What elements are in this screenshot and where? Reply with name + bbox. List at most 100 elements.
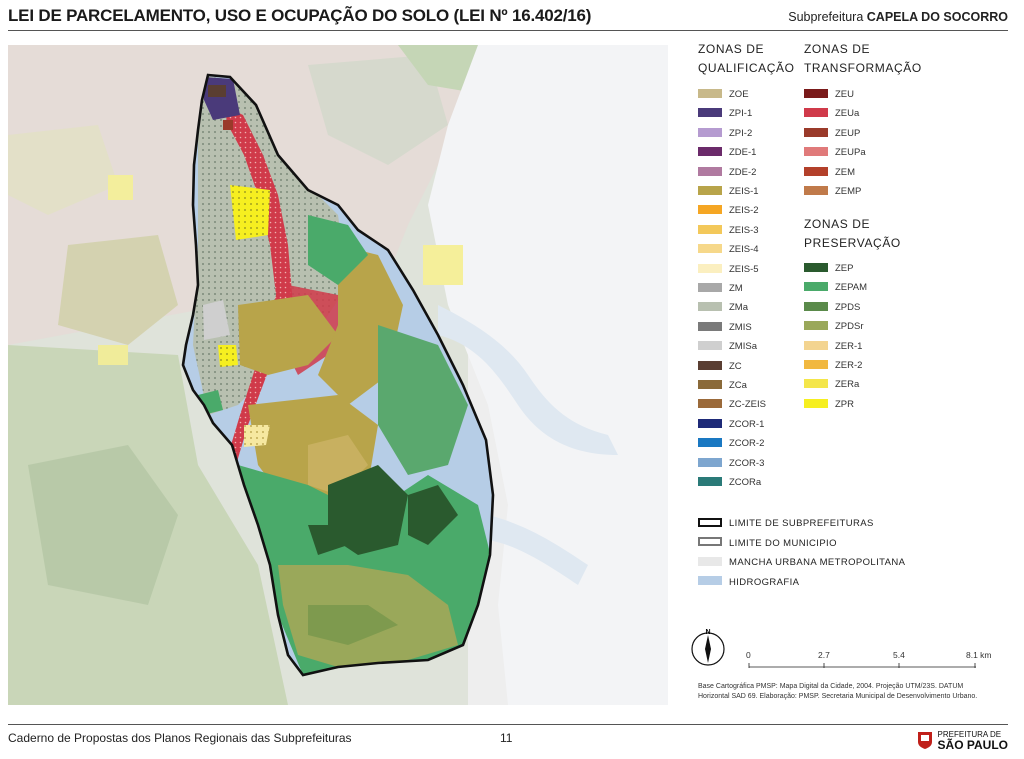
legend-label: ZEIS-5 <box>729 263 759 275</box>
legend-label: ZCOR-2 <box>729 438 765 450</box>
legend-item-zeis-4: ZEIS-4 <box>698 243 759 257</box>
legend-label: ZEU <box>835 89 854 100</box>
legend-swatch <box>804 147 828 157</box>
legend-swatch <box>698 224 722 234</box>
legend-item-zpi-2: ZPI-2 <box>698 127 752 141</box>
legend-label: ZEUP <box>835 127 861 139</box>
legend-label: ZEIS-3 <box>729 224 759 236</box>
legend-item-zde-1: ZDE-1 <box>698 146 756 160</box>
legend-item-zcor-2: ZCOR-2 <box>698 437 764 451</box>
legend-swatch <box>804 398 828 408</box>
legend-item-zem: ZEM <box>804 166 855 180</box>
heading-line: TRANSFORMAÇÃO <box>804 61 922 75</box>
scale-tick-label: 0 <box>746 650 751 660</box>
legend-swatch <box>804 282 828 292</box>
legend-swatch <box>698 244 722 254</box>
legend-item-zc: ZC <box>698 360 742 374</box>
credits-line: Base Cartográfica PMSP: Mapa Digital da … <box>698 683 964 690</box>
legend-label: ZMa <box>729 302 748 314</box>
subtitle-name: CAPELA DO SOCORRO <box>866 10 1008 24</box>
legend-item-zeis-2: ZEIS-2 <box>698 204 759 218</box>
legend-item-zeua: ZEUa <box>804 107 859 121</box>
legend-swatch <box>804 166 828 176</box>
legend-label: HIDROGRAFIA <box>729 576 800 588</box>
legend-label: ZCOR-3 <box>729 457 765 469</box>
subprefeitura-boundary <box>181 73 495 677</box>
legend-label: ZEIS-4 <box>729 244 759 256</box>
subtitle-prefix: Subprefeitura <box>788 10 864 24</box>
legend-item-zmisa: ZMISa <box>698 340 757 354</box>
legend-label: ZEUa <box>835 108 860 120</box>
zoning-map[interactable] <box>8 45 668 705</box>
credits-line: Horizontal SAD 69. Elaboração: PMSP. Sec… <box>698 693 978 700</box>
legend-heading-qualificacao: ZONAS DE QUALIFICAÇÃO <box>698 40 795 78</box>
legend-item-zpr: ZPR <box>804 398 854 412</box>
legend-swatch <box>698 537 722 547</box>
legend-swatch <box>698 88 722 98</box>
legend-label: ZERa <box>835 379 860 391</box>
heading-line: PRESERVAÇÃO <box>804 236 901 250</box>
legend-label: ZMIS <box>729 321 752 333</box>
legend-item-zde-2: ZDE-2 <box>698 166 756 180</box>
legend-item-zcora: ZCORa <box>698 476 761 490</box>
scale-tick-label: 8.1 km <box>966 650 992 660</box>
legend-swatch <box>804 379 828 389</box>
legend-label: ZEM <box>835 166 856 178</box>
legend-item-zeis-5: ZEIS-5 <box>698 263 759 277</box>
legend-item-zpi-1: ZPI-1 <box>698 107 752 121</box>
legend-item-zeis-3: ZEIS-3 <box>698 224 759 238</box>
legend-swatch <box>698 341 722 351</box>
map-credits: Base Cartográfica PMSP: Mapa Digital da … <box>698 682 1008 702</box>
legend-heading-transformacao: ZONAS DE TRANSFORMAÇÃO <box>804 40 922 78</box>
legend-swatch <box>698 360 722 370</box>
legend-heading-preservacao: ZONAS DE PRESERVAÇÃO <box>804 215 901 253</box>
legend-swatch <box>804 321 828 331</box>
scale-bar-graphic <box>748 663 976 668</box>
legend-label: ZEMP <box>835 186 862 197</box>
legend-label: ZPI-2 <box>729 127 753 139</box>
legend-item-zcor-1: ZCOR-1 <box>698 418 764 432</box>
legend-item-zpdsr: ZPDSr <box>804 320 864 334</box>
legend-limit-item: LIMITE DE SUBPREFEITURAS <box>698 517 874 531</box>
map-legend: ZONAS DE QUALIFICAÇÃO ZOE ZPI-1 ZPI-2 ZDE-1… <box>691 40 1018 702</box>
legend-label: ZER-2 <box>835 360 863 371</box>
legend-swatch <box>804 359 828 369</box>
legend-item-zeup: ZEUP <box>804 127 860 141</box>
legend-swatch <box>698 556 722 566</box>
legend-swatch <box>698 379 722 389</box>
legend-label: ZDE-2 <box>729 166 757 178</box>
legend-label: ZPDS <box>835 301 861 313</box>
legend-label: ZC <box>729 360 742 372</box>
legend-item-zca: ZCa <box>698 379 747 393</box>
legend-limit-item: MANCHA URBANA METROPOLITANA <box>698 556 905 570</box>
scale-tick-label: 5.4 <box>893 650 905 660</box>
legend-swatch <box>698 476 722 486</box>
logo-line1: PREFEITURA DE <box>937 729 1002 739</box>
legend-swatch <box>698 282 722 292</box>
prefeitura-logo: PREFEITURA DE SÃO PAULO <box>916 728 1008 752</box>
legend-label: MANCHA URBANA METROPOLITANA <box>729 557 906 568</box>
legend-item-zoe: ZOE <box>698 88 749 102</box>
legend-item-zer-2: ZER-2 <box>804 359 862 373</box>
legend-label: ZEUPa <box>835 147 866 159</box>
legend-item-zepam: ZEPAM <box>804 281 867 295</box>
legend-label: ZC-ZEIS <box>729 399 766 411</box>
legend-label: ZCORa <box>729 477 762 488</box>
legend-item-zpds: ZPDS <box>804 301 860 315</box>
legend-label: LIMITE DO MUNICIPIO <box>729 537 837 549</box>
legend-swatch <box>804 127 828 137</box>
legend-swatch <box>698 576 722 586</box>
heading-line: ZONAS DE <box>804 42 871 56</box>
scale-bar: 0 2.7 5.4 8.1 km <box>746 650 998 676</box>
legend-swatch <box>804 108 828 118</box>
legend-item-zeupa: ZEUPa <box>804 146 866 160</box>
legend-swatch <box>698 438 722 448</box>
logo-text: PREFEITURA DE SÃO PAULO <box>938 730 1008 751</box>
legend-swatch <box>698 399 722 409</box>
legend-item-zera: ZERa <box>804 378 859 392</box>
legend-limit-item: HIDROGRAFIA <box>698 576 799 590</box>
legend-swatch <box>698 108 722 118</box>
legend-swatch <box>698 517 722 527</box>
legend-swatch <box>698 263 722 273</box>
legend-label: ZCOR-1 <box>729 418 765 430</box>
